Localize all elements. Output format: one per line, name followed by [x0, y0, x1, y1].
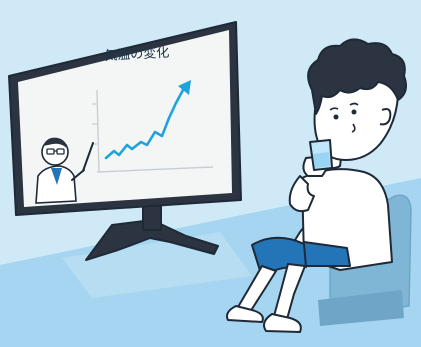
temperature-chart — [92, 80, 214, 173]
sock-right — [263, 313, 302, 333]
presenter-pointer — [82, 142, 94, 172]
eye-right — [351, 109, 357, 115]
chart-y-axis — [96, 89, 100, 173]
arm — [288, 175, 315, 213]
nose — [351, 123, 356, 133]
presenter — [35, 137, 94, 204]
ear — [379, 108, 392, 126]
tv-stand — [85, 205, 219, 261]
television — [8, 21, 242, 216]
presenter-tie — [51, 168, 62, 185]
temperature-line — [104, 88, 185, 160]
trend-arrow-head — [178, 80, 191, 95]
sock-left — [226, 305, 264, 323]
chart-x-axis — [96, 166, 214, 173]
tv-screen — [18, 30, 232, 207]
person — [226, 38, 407, 333]
eye-left — [333, 114, 339, 120]
curly-hair — [307, 38, 407, 115]
